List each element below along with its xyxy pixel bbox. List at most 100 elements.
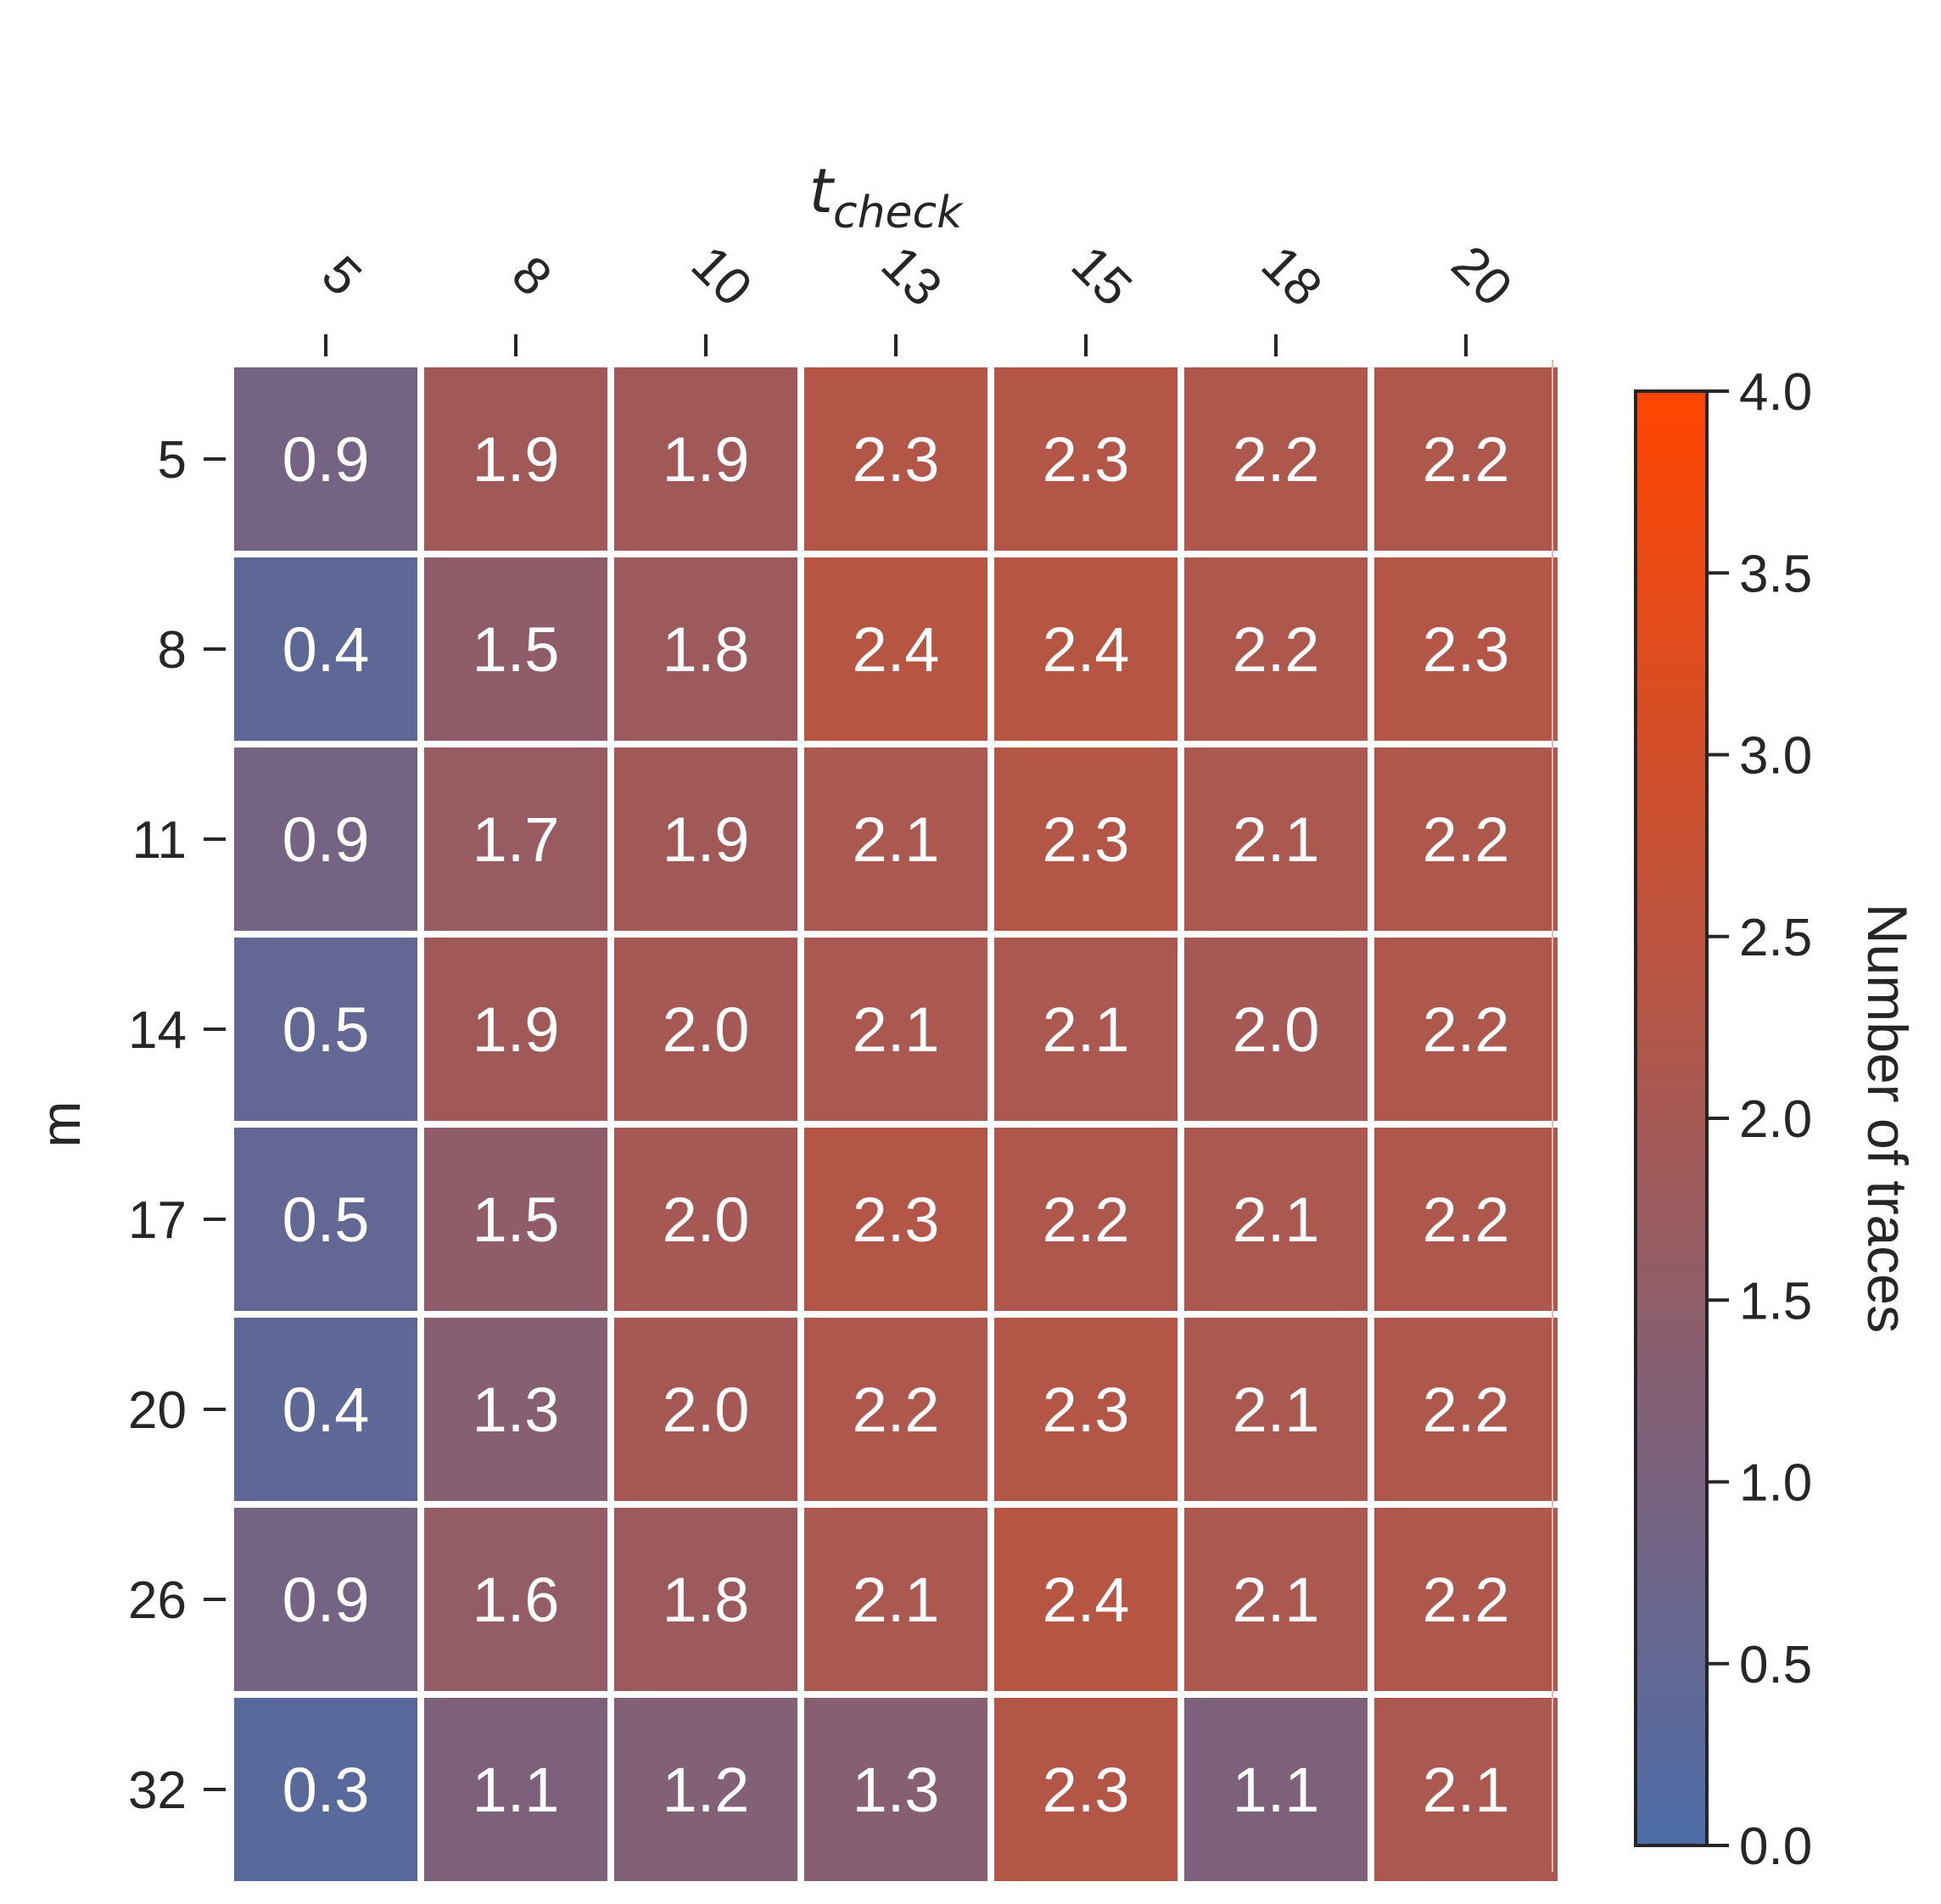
x-axis-ticks: 5 8 10 13 15 18 20 <box>310 235 1523 356</box>
heatmap-cell-r0-c5 <box>1184 367 1368 551</box>
colorbar-tick-label-6: 3.0 <box>1739 727 1812 786</box>
cell-label-r4-c5: 2.1 <box>1233 1184 1320 1255</box>
heatmap-cell-r4-c4 <box>994 1128 1177 1311</box>
cell-label-r4-c0: 0.5 <box>282 1184 370 1255</box>
cell-label-r5-c6: 2.2 <box>1423 1375 1510 1445</box>
heatmap-cell-r4-c6 <box>1374 1128 1558 1311</box>
cell-label-r0-c6: 2.2 <box>1423 424 1510 495</box>
cell-label-r5-c4: 2.3 <box>1043 1375 1130 1445</box>
y-tick-label-2: 11 <box>132 811 187 870</box>
y-tick-label-0: 5 <box>158 431 187 490</box>
heatmap-cell-r3-c0 <box>234 938 417 1121</box>
cell-label-r2-c6: 2.2 <box>1423 804 1510 875</box>
colorbar-tick-label-3: 1.5 <box>1739 1272 1812 1330</box>
heatmap-cell-r6-c0 <box>234 1508 417 1691</box>
cell-label-r6-c3: 2.1 <box>853 1565 940 1635</box>
colorbar-ticks: 0.0 0.5 1.0 1.5 2.0 2.5 3.0 3.5 4.0 <box>1707 363 1812 1876</box>
heatmap-cells <box>234 367 1558 1881</box>
cell-label-r6-c0: 0.9 <box>282 1565 370 1635</box>
heatmap-cell-r5-c0 <box>234 1318 417 1501</box>
cell-label-r1-c4: 2.4 <box>1043 614 1130 685</box>
heatmap-cell-r5-c6 <box>1374 1318 1558 1501</box>
y-tick-label-5: 20 <box>128 1381 187 1440</box>
x-axis-label-subscript: check <box>833 188 964 238</box>
heatmap-cell-r6-c6 <box>1374 1508 1558 1691</box>
heatmap-cell-r1-c1 <box>424 557 607 741</box>
heatmap-cell-r6-c4 <box>994 1508 1177 1691</box>
cell-label-r3-c4: 2.1 <box>1043 994 1130 1065</box>
cell-label-r3-c5: 2.0 <box>1233 994 1320 1065</box>
x-axis-label-main: t <box>809 155 836 227</box>
heatmap-cell-r1-c5 <box>1184 557 1368 741</box>
heatmap-cell-r2-c3 <box>804 748 987 931</box>
heatmap-cell-r3-c1 <box>424 938 607 1121</box>
cell-label-r2-c3: 2.1 <box>853 804 940 875</box>
heatmap-cell-r1-c6 <box>1374 557 1558 741</box>
cell-label-r7-c0: 0.3 <box>282 1755 370 1825</box>
x-axis-label: tcheck <box>809 155 964 238</box>
cell-label-r7-c5: 1.1 <box>1233 1755 1320 1825</box>
heatmap-cell-r3-c6 <box>1374 938 1558 1121</box>
heatmap-cell-r5-c2 <box>614 1318 797 1501</box>
colorbar-tick-label-0: 0.0 <box>1739 1817 1812 1876</box>
cell-label-r4-c6: 2.2 <box>1423 1184 1510 1255</box>
cell-label-r2-c4: 2.3 <box>1043 804 1130 875</box>
heatmap-cell-r4-c5 <box>1184 1128 1368 1311</box>
heatmap-cell-r7-c5 <box>1184 1698 1368 1881</box>
cell-label-r3-c1: 1.9 <box>473 994 560 1065</box>
heatmap-cell-r5-c1 <box>424 1318 607 1501</box>
heatmap-cell-r5-c3 <box>804 1318 987 1501</box>
heatmap-cell-r2-c2 <box>614 748 797 931</box>
heatmap-cell-r2-c6 <box>1374 748 1558 931</box>
cell-label-r3-c0: 0.5 <box>282 994 370 1065</box>
heatmap-cell-r3-c5 <box>1184 938 1368 1121</box>
x-tick-label-2: 10 <box>680 235 764 318</box>
cell-label-r2-c5: 2.1 <box>1233 804 1320 875</box>
cell-label-r5-c3: 2.2 <box>853 1375 940 1445</box>
heatmap-cell-r7-c1 <box>424 1698 607 1881</box>
heatmap-cell-r7-c2 <box>614 1698 797 1881</box>
cell-label-r7-c2: 1.2 <box>663 1755 750 1825</box>
x-tick-label-6: 20 <box>1440 235 1524 318</box>
heatmap-cell-labels: 0.9 1.9 1.9 2.3 2.3 2.2 2.2 0.4 1.5 1.8 2.4 2.4 2.2 2… <box>282 424 1510 1825</box>
cell-label-r4-c4: 2.2 <box>1043 1184 1130 1255</box>
heatmap-cell-r4-c1 <box>424 1128 607 1311</box>
cell-label-r1-c1: 1.5 <box>473 614 560 685</box>
heatmap-cell-r2-c0 <box>234 748 417 931</box>
x-tick-label-1: 8 <box>501 245 562 307</box>
heatmap-cell-r4-c2 <box>614 1128 797 1311</box>
y-axis-label: m <box>29 1101 92 1148</box>
x-tick-label-4: 15 <box>1060 235 1144 318</box>
cell-label-r5-c0: 0.4 <box>282 1375 370 1445</box>
colorbar-tick-label-2: 1.0 <box>1739 1454 1812 1513</box>
heatmap-cell-r0-c3 <box>804 367 987 551</box>
y-tick-label-4: 17 <box>128 1191 187 1250</box>
colorbar <box>1634 389 1709 1847</box>
cell-label-r7-c4: 2.3 <box>1043 1755 1130 1825</box>
heatmap-cell-r4-c0 <box>234 1128 417 1311</box>
cell-label-r0-c3: 2.3 <box>853 424 940 495</box>
cell-label-r5-c2: 2.0 <box>663 1375 750 1445</box>
cell-label-r5-c1: 1.3 <box>473 1375 560 1445</box>
x-tick-label-3: 13 <box>870 235 954 318</box>
heatmap-cell-r6-c5 <box>1184 1508 1368 1691</box>
heatmap-cell-r4-c3 <box>804 1128 987 1311</box>
cell-label-r2-c0: 0.9 <box>282 804 370 875</box>
cell-label-r6-c2: 1.8 <box>663 1565 750 1635</box>
heatmap-cell-r1-c4 <box>994 557 1177 741</box>
heatmap-cell-r0-c6 <box>1374 367 1558 551</box>
heatmap-cell-r0-c4 <box>994 367 1177 551</box>
colorbar-tick-label-5: 2.5 <box>1739 909 1812 967</box>
heatmap-cell-r7-c4 <box>994 1698 1177 1881</box>
cell-label-r3-c2: 2.0 <box>663 994 750 1065</box>
cell-label-r1-c0: 0.4 <box>282 614 370 685</box>
heatmap-cell-r0-c1 <box>424 367 607 551</box>
cell-label-r6-c1: 1.6 <box>473 1565 560 1635</box>
colorbar-tick-label-4: 2.0 <box>1739 1090 1812 1149</box>
cell-label-r4-c1: 1.5 <box>473 1184 560 1255</box>
cell-label-r7-c1: 1.1 <box>473 1755 560 1825</box>
colorbar-label: Number of traces <box>1856 904 1919 1333</box>
x-tick-label-0: 5 <box>310 245 372 307</box>
y-tick-label-6: 26 <box>128 1571 187 1630</box>
cell-label-r2-c1: 1.7 <box>473 804 560 875</box>
